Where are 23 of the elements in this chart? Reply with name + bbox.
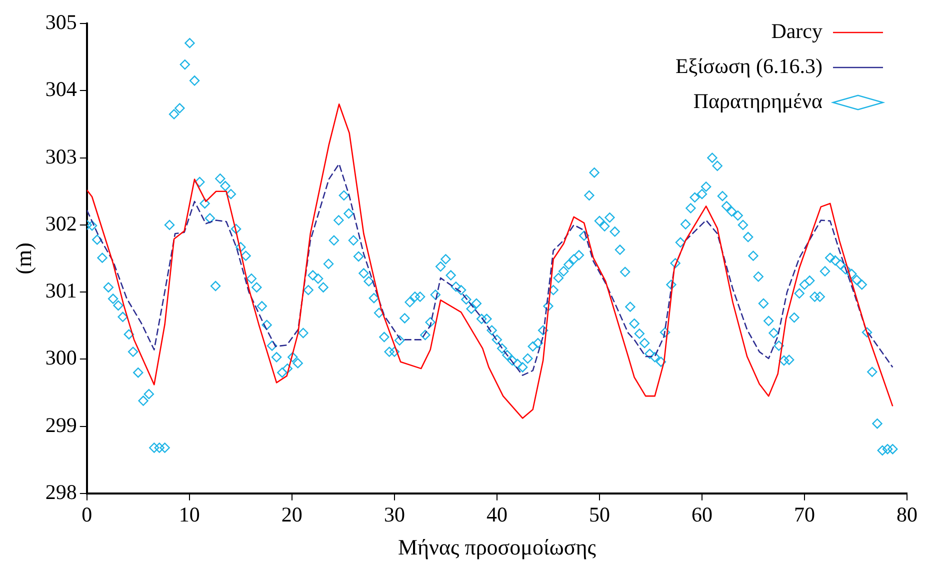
legend-label: Darcy — [771, 19, 823, 44]
x-tick-label: 10 — [178, 502, 200, 527]
y-tick-label: 300 — [45, 346, 77, 370]
x-tick-label: 30 — [384, 502, 405, 527]
x-tick-label: 40 — [486, 502, 508, 527]
x-tick-label: 80 — [896, 502, 918, 527]
x-tick-label: 70 — [794, 502, 815, 527]
x-axis-title: Μήνας προσομοίωσης — [398, 534, 596, 560]
x-tick-label: 0 — [82, 502, 92, 527]
y-tick-label: 302 — [45, 211, 77, 236]
y-tick-label: 301 — [45, 278, 77, 303]
y-tick-label: 298 — [45, 480, 77, 504]
y-tick-label: 299 — [45, 412, 77, 437]
legend-label: Παρατηρημένα — [693, 89, 822, 114]
legend-label: Εξίσωση (6.16.3) — [675, 54, 822, 78]
x-tick-label: 20 — [281, 502, 302, 527]
y-tick-label: 304 — [45, 77, 78, 102]
y-tick-label: 303 — [45, 144, 77, 168]
y-axis-title: (m) — [10, 242, 36, 274]
line-series — [86, 163, 894, 376]
x-tick-label: 60 — [691, 502, 712, 527]
y-tick-label: 305 — [45, 10, 77, 34]
x-tick-label: 50 — [588, 502, 610, 527]
